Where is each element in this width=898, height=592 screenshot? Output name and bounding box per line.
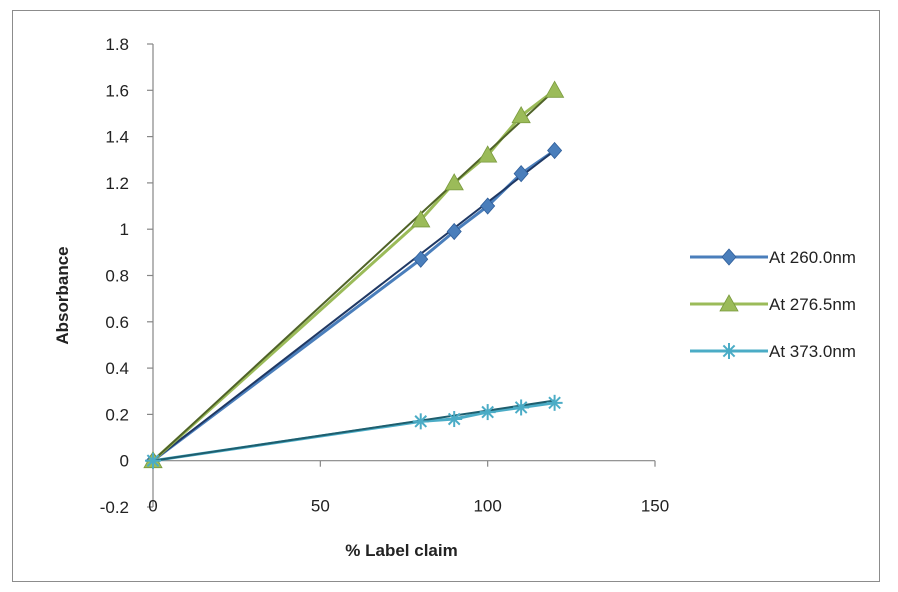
plot-area	[143, 80, 565, 470]
y-tick-label: 0.2	[105, 405, 129, 424]
y-tick-label: 0.6	[105, 313, 129, 332]
asterisk-stroke	[481, 405, 494, 419]
data-point	[446, 222, 462, 241]
x-tick-label: 50	[311, 497, 330, 516]
data-point	[446, 411, 463, 428]
x-axis-title: % Label claim	[345, 541, 457, 560]
legend-marker	[721, 248, 737, 266]
data-point	[477, 145, 498, 163]
x-tick-label: 0	[148, 497, 157, 516]
legend: At 260.0nm At 276.5nm At 373.0nm	[690, 248, 856, 361]
data-point	[513, 165, 529, 183]
series-at-260-0nm	[145, 141, 563, 470]
legend-label: At 260.0nm	[769, 248, 856, 267]
legend-item: At 373.0nm	[690, 342, 856, 361]
data-point	[411, 210, 431, 228]
x-tick-label: 100	[473, 497, 501, 516]
data-point	[544, 80, 565, 98]
legend-marker	[719, 294, 739, 312]
y-tick-label: 1.4	[105, 128, 129, 147]
asterisk-stroke	[514, 401, 528, 414]
asterisk-stroke	[414, 415, 428, 428]
data-point	[480, 197, 496, 215]
data-point	[145, 452, 161, 469]
data-point	[444, 173, 464, 191]
series-at-373-0nm	[145, 394, 563, 469]
asterisk-stroke	[447, 412, 461, 426]
series-at-276-5nm	[143, 80, 565, 469]
y-tick-label: 1.6	[105, 81, 129, 100]
data-point	[547, 141, 563, 160]
asterisk-stroke	[722, 344, 736, 358]
trendline	[152, 399, 555, 462]
y-tick-label: 0.4	[105, 359, 129, 378]
y-axis-title: Absorbance	[53, 246, 72, 344]
data-point	[413, 250, 429, 268]
legend-marker	[721, 343, 737, 359]
series-line	[152, 149, 556, 462]
data-point	[511, 105, 531, 124]
trendline	[152, 89, 556, 462]
data-point	[513, 399, 530, 416]
axes	[152, 44, 655, 507]
series-line	[151, 89, 556, 462]
y-tick-label: 1.2	[105, 174, 129, 193]
y-tick-label: 0	[120, 452, 129, 471]
asterisk-stroke	[146, 454, 160, 468]
trendline	[152, 149, 556, 462]
x-tick-label: 150	[641, 497, 669, 516]
asterisk-stroke	[548, 396, 561, 410]
y-tick-label: 1.8	[105, 35, 129, 54]
legend-label: At 373.0nm	[769, 342, 856, 361]
y-tick-label: 0.8	[105, 267, 129, 286]
x-ticks: 0 50 100 150	[148, 460, 669, 516]
y-tick-label: 1	[120, 220, 129, 239]
legend-label: At 276.5nm	[769, 295, 856, 314]
legend-item: At 276.5nm	[690, 294, 856, 314]
chart-frame	[12, 10, 880, 582]
data-point	[412, 413, 429, 430]
legend-item: At 260.0nm	[690, 248, 856, 267]
y-tick-label: -0.2	[100, 498, 129, 517]
y-ticks: -0.2 0 0.2 0.4 0.6 0.8 1 1.2 1.4 1.6 1.8	[100, 35, 153, 517]
data-point	[546, 394, 563, 411]
data-point	[479, 404, 496, 421]
